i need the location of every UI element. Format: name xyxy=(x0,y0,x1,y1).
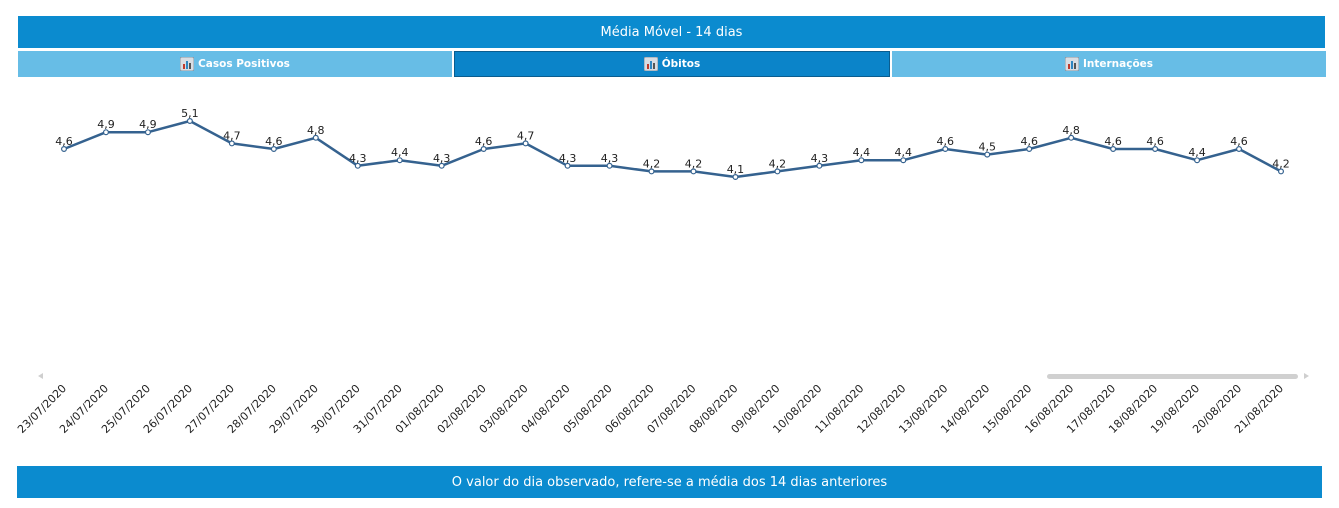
chart-title-bar: Média Móvel - 14 dias xyxy=(18,16,1325,48)
footer-note-bar: O valor do dia observado, refere-se a mé… xyxy=(17,466,1322,498)
data-label: 4,4 xyxy=(853,146,871,159)
scroll-left-arrow[interactable] xyxy=(38,373,43,379)
tab-obitos[interactable]: Óbitos xyxy=(454,51,890,77)
series-line xyxy=(63,119,1282,179)
data-point xyxy=(438,162,445,169)
tab-label: Óbitos xyxy=(661,58,701,70)
data-point xyxy=(354,162,361,169)
chart-title: Média Móvel - 14 dias xyxy=(600,24,743,40)
data-label: 5,1 xyxy=(181,107,199,120)
data-label: 4,2 xyxy=(685,157,703,170)
scrollbar-thumb[interactable] xyxy=(1047,374,1298,379)
data-label: 4,6 xyxy=(1104,135,1122,148)
data-label: 4,6 xyxy=(1230,135,1248,148)
scroll-right-arrow[interactable] xyxy=(1304,373,1309,379)
data-label: 4,6 xyxy=(475,135,493,148)
data-point xyxy=(816,162,823,169)
data-label: 4,3 xyxy=(559,152,577,165)
bar-chart-icon xyxy=(180,57,195,71)
data-label: 4,8 xyxy=(307,124,325,137)
data-point xyxy=(1152,145,1159,152)
data-point xyxy=(186,117,193,124)
data-point xyxy=(1236,145,1243,152)
data-point xyxy=(312,134,319,141)
data-point xyxy=(564,162,571,169)
data-point xyxy=(1277,168,1284,175)
data-label: 4,4 xyxy=(895,146,913,159)
bar-chart-icon xyxy=(643,57,658,71)
data-point xyxy=(480,145,487,152)
bar-chart-icon xyxy=(1064,57,1079,71)
data-label: 4,8 xyxy=(1062,124,1080,137)
tab-label: Casos Positivos xyxy=(198,58,290,70)
data-point xyxy=(102,129,109,136)
tab-label: Internações xyxy=(1082,58,1154,70)
data-point xyxy=(1026,145,1033,152)
data-label: 4,3 xyxy=(811,152,829,165)
data-label: 4,6 xyxy=(937,135,955,148)
data-point xyxy=(396,157,403,164)
data-label: 4,3 xyxy=(433,152,451,165)
footer-note: O valor do dia observado, refere-se a mé… xyxy=(451,474,888,490)
data-label: 4,2 xyxy=(643,157,661,170)
data-point xyxy=(1110,145,1117,152)
tab-casos-positivos[interactable]: Casos Positivos xyxy=(18,51,452,77)
data-point xyxy=(900,157,907,164)
data-label: 4,3 xyxy=(349,152,367,165)
data-label: 4,2 xyxy=(769,157,787,170)
data-label: 4,5 xyxy=(978,141,996,154)
data-point xyxy=(1194,157,1201,164)
data-label: 4,6 xyxy=(1020,135,1038,148)
data-point xyxy=(606,162,613,169)
data-point xyxy=(228,140,235,147)
data-point xyxy=(60,145,67,152)
data-label: 4,7 xyxy=(517,129,535,142)
data-point xyxy=(858,157,865,164)
data-label: 4,3 xyxy=(601,152,619,165)
data-point xyxy=(732,173,739,180)
data-label: 4,9 xyxy=(139,118,157,131)
data-point xyxy=(648,168,655,175)
tab-bar: Casos Positivos Óbitos Internações xyxy=(18,51,1326,77)
data-label: 4,6 xyxy=(1146,135,1164,148)
data-point xyxy=(774,168,781,175)
data-label: 4,1 xyxy=(727,163,745,176)
data-label: 4,9 xyxy=(97,118,115,131)
data-label: 4,6 xyxy=(265,135,283,148)
data-label: 4,6 xyxy=(55,135,73,148)
tab-internacoes[interactable]: Internações xyxy=(892,51,1326,77)
data-point xyxy=(690,168,697,175)
data-label: 4,4 xyxy=(391,146,409,159)
data-point xyxy=(1068,134,1075,141)
line-chart: 4,6 4,9 4,9 5,1 4,7 4,6 4,8 4,3 4,4 4,3 4,6 4,7 4,3 4… xyxy=(15,107,1309,436)
data-label: 4,4 xyxy=(1188,146,1206,159)
data-point xyxy=(270,145,277,152)
data-point xyxy=(942,145,949,152)
data-point xyxy=(522,140,529,147)
data-label: 4,7 xyxy=(223,129,241,142)
data-point xyxy=(984,151,991,158)
data-label: 4,2 xyxy=(1272,157,1290,170)
data-point xyxy=(144,129,151,136)
